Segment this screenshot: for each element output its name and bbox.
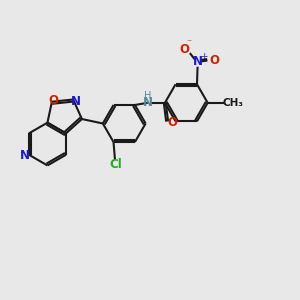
Text: N: N: [20, 149, 30, 162]
Text: ⁻: ⁻: [186, 38, 191, 48]
Text: O: O: [168, 116, 178, 129]
Text: N: N: [193, 56, 203, 68]
Text: CH₃: CH₃: [223, 98, 244, 108]
Text: +: +: [200, 52, 208, 61]
Text: H: H: [144, 91, 151, 101]
Text: O: O: [179, 43, 189, 56]
Text: N: N: [143, 96, 153, 109]
Text: N: N: [70, 95, 81, 108]
Text: O: O: [209, 54, 219, 67]
Text: Cl: Cl: [109, 158, 122, 171]
Text: O: O: [48, 94, 59, 107]
